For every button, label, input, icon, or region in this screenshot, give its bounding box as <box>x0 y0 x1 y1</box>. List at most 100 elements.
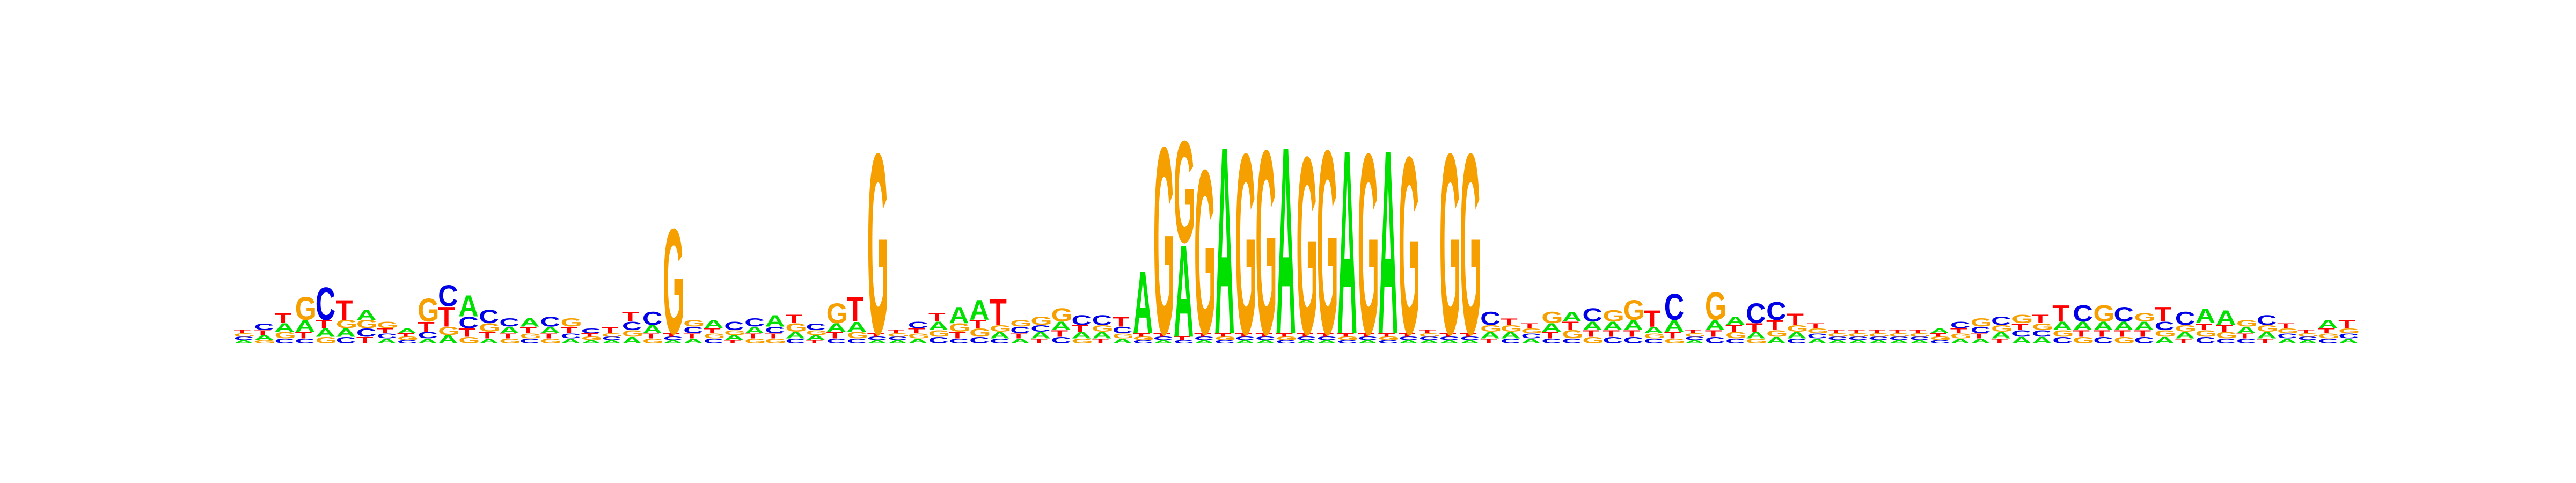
logo-letter-T: T <box>1133 332 1150 338</box>
logo-letter-C: C <box>2073 301 2092 327</box>
logo-letter-G: G <box>1623 295 1645 326</box>
logo-letter-C: C <box>683 325 703 335</box>
logo-letter-C: C <box>1664 286 1684 328</box>
logo-letter-A: A <box>1194 339 1214 345</box>
logo-letter-T: T <box>1725 324 1743 334</box>
logo-letter-G: G <box>2196 328 2217 339</box>
logo-letter-T: T <box>765 332 782 340</box>
logo-letter-C: C <box>602 336 621 341</box>
logo-letter-T: T <box>1296 332 1313 338</box>
logo-letter-G: G <box>1664 338 1686 346</box>
logo-letter-A: A <box>233 339 253 345</box>
logo-letter-C: C <box>1337 339 1357 345</box>
logo-letter-C: C <box>1521 332 1541 340</box>
logo-letter-T: T <box>888 329 905 334</box>
logo-letter-A: A <box>2338 338 2358 346</box>
logo-letter-G: G <box>1010 318 1031 328</box>
logo-letter-T: T <box>1051 328 1068 339</box>
logo-letter-A: A <box>1378 96 1398 389</box>
logo-letter-T: T <box>1194 332 1211 338</box>
logo-letter-T: T <box>2011 321 2029 332</box>
logo-letter-T: T <box>1705 328 1722 339</box>
logo-letter-G: G <box>1869 332 1890 338</box>
logo-letter-A: A <box>1214 92 1234 391</box>
logo-letter-T: T <box>2257 338 2274 346</box>
logo-letter-C: C <box>1174 339 1194 345</box>
logo-letter-T: T <box>561 325 578 335</box>
logo-letter-A: A <box>1255 339 1275 345</box>
logo-letter-T: T <box>2338 318 2355 331</box>
logo-letter-T: T <box>233 329 251 334</box>
logo-letter-A: A <box>1521 338 1541 346</box>
logo-letter-C: C <box>724 320 744 333</box>
logo-letter-T: T <box>847 289 864 329</box>
logo-letter-C: C <box>2052 335 2072 346</box>
logo-letter-C: C <box>356 326 376 339</box>
logo-letter-A: A <box>418 338 437 346</box>
logo-letter-T: T <box>1113 314 1130 330</box>
logo-letter-G: G <box>2032 321 2053 332</box>
logo-letter-G: G <box>1480 324 1502 334</box>
logo-letter-G: G <box>581 336 603 341</box>
logo-letter-A: A <box>1399 339 1418 345</box>
logo-letter-T: T <box>581 332 598 338</box>
logo-letter-G: G <box>2093 301 2114 327</box>
logo-letter-C: C <box>622 320 642 333</box>
logo-letter-G: G <box>1541 309 1563 327</box>
logo-letter-G: G <box>2134 311 2156 324</box>
logo-letter-G: G <box>1685 332 1706 338</box>
logo-letter-A: A <box>1869 339 1889 345</box>
logo-letter-T: T <box>1460 332 1477 338</box>
logo-letter-A: A <box>1950 338 1970 346</box>
logo-letter-A: A <box>540 325 560 335</box>
logo-letter-A: A <box>2297 339 2317 345</box>
logo-letter-G: G <box>2318 332 2339 340</box>
logo-letter-C: C <box>1460 336 1480 341</box>
logo-letter-G: G <box>1807 327 1828 335</box>
logo-letter-G: G <box>1930 336 1951 341</box>
logo-letter-C: C <box>418 330 437 340</box>
logo-letter-T: T <box>867 332 884 338</box>
logo-letter-G: G <box>1092 324 1114 334</box>
logo-letter-A: A <box>1419 339 1439 345</box>
logo-letter-T: T <box>2175 338 2192 346</box>
logo-letter-C: C <box>744 316 764 329</box>
logo-letter-A: A <box>704 318 723 331</box>
logo-letter-T: T <box>1235 332 1252 338</box>
logo-letter-A: A <box>1276 92 1296 391</box>
logo-letter-A: A <box>1562 309 1582 324</box>
logo-letter-T: T <box>1255 332 1272 338</box>
logo-letter-C: C <box>1419 336 1439 341</box>
logo-letter-A: A <box>336 326 356 339</box>
logo-letter-G: G <box>744 338 766 346</box>
logo-letter-T: T <box>622 309 639 324</box>
logo-letter-G: G <box>602 332 623 338</box>
logo-letter-A: A <box>1501 330 1520 340</box>
logo-letter-G: G <box>990 324 1011 334</box>
logo-letter-G: G <box>1153 92 1175 391</box>
logo-letter-C: C <box>2113 302 2133 326</box>
logo-letter-A: A <box>519 316 539 329</box>
logo-letter-C: C <box>499 316 519 329</box>
logo-letter-C: C <box>1562 338 1582 346</box>
